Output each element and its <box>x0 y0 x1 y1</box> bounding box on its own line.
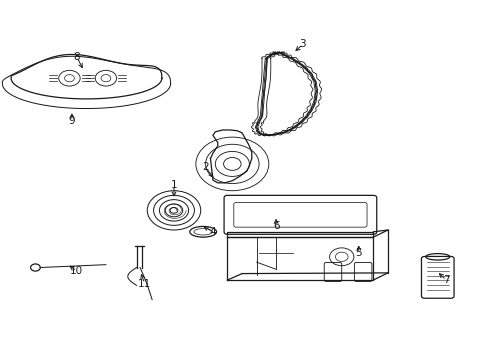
Text: 6: 6 <box>272 221 279 231</box>
Text: 7: 7 <box>442 275 448 285</box>
Text: 2: 2 <box>202 162 208 172</box>
Text: 1: 1 <box>170 180 177 190</box>
Text: 8: 8 <box>73 52 80 62</box>
Text: 10: 10 <box>70 266 83 276</box>
Text: 3: 3 <box>299 39 305 49</box>
Text: 11: 11 <box>138 279 151 289</box>
Text: 5: 5 <box>355 248 361 258</box>
Text: 9: 9 <box>68 116 75 126</box>
Text: 4: 4 <box>209 227 216 237</box>
